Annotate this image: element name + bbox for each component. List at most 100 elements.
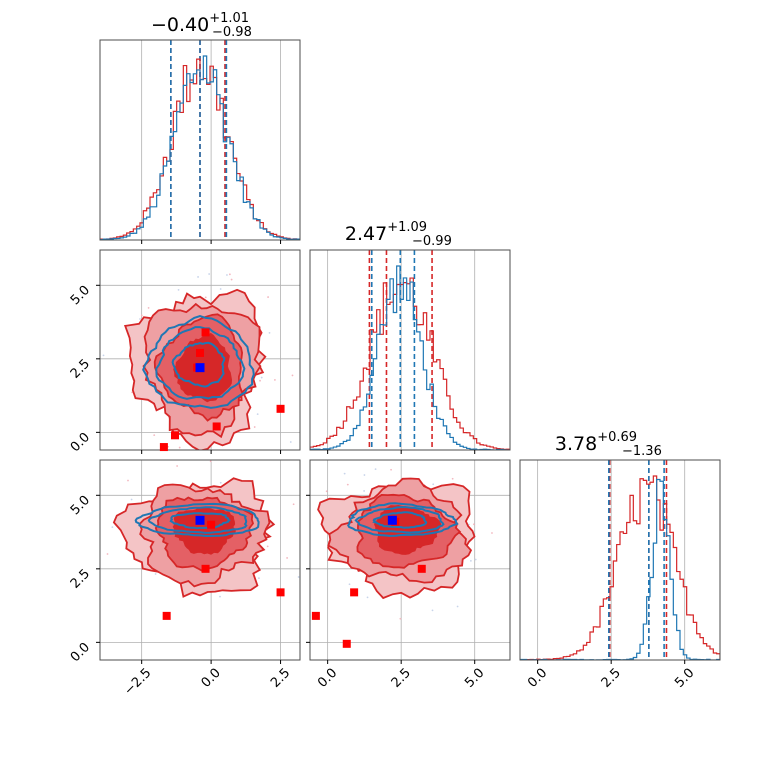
contour-group: [102, 273, 294, 450]
title-param-1-minus: −0.98: [212, 25, 252, 40]
sample-point: [474, 558, 477, 561]
panel-frame: [309, 249, 511, 451]
title-param-3-minus: −1.36: [622, 444, 662, 459]
sample-point: [267, 296, 269, 298]
x-tick-label: 0.0: [315, 666, 340, 691]
sample-point: [209, 460, 212, 463]
contour-blue-level: [134, 502, 260, 538]
sample-point: [230, 278, 233, 281]
x-tick-label: 2.5: [389, 666, 414, 691]
y-tick-label: 2.5: [68, 566, 93, 591]
sample-point: [256, 413, 259, 416]
panel-frame: [99, 459, 301, 661]
sample-point: [469, 559, 472, 562]
contour-blue-level: [147, 506, 248, 534]
y-tick-label: 0.0: [68, 640, 93, 665]
sample-point: [147, 307, 150, 309]
sample-point: [153, 434, 156, 436]
contour-blue-level: [142, 315, 255, 409]
sample-point: [291, 374, 294, 377]
sample-point: [219, 481, 222, 484]
sample-point: [178, 446, 181, 449]
sample-point: [219, 288, 222, 290]
panel-frame: [309, 459, 511, 661]
marker-blue: [195, 363, 205, 373]
x-tick-label: −2.5: [121, 666, 154, 699]
marker-red: [201, 564, 210, 573]
sample-point: [473, 523, 475, 526]
sample-point: [268, 331, 271, 334]
sample-point: [260, 376, 263, 379]
sample-point: [297, 576, 300, 578]
sample-point: [208, 273, 211, 275]
histogram-red-param-3: [520, 475, 720, 660]
marker-red: [196, 348, 204, 357]
histogram-blue-param-1: [100, 55, 300, 240]
sample-point: [292, 503, 295, 506]
sample-point: [253, 426, 256, 428]
sample-point: [130, 498, 133, 501]
title-param-2: 2.47+1.09: [345, 220, 427, 245]
histogram-red-param-2: [310, 277, 510, 450]
sample-point: [286, 557, 288, 559]
marker-blue: [387, 515, 397, 525]
marker-blue: [195, 515, 205, 525]
sample-point: [127, 479, 129, 482]
y-tick-label: 5.0: [68, 283, 93, 308]
sample-point: [363, 490, 365, 492]
sample-point: [289, 441, 292, 443]
sample-point: [374, 468, 377, 470]
x-tick-label: 2.5: [268, 666, 293, 691]
sample-point: [491, 532, 493, 534]
contour-blue-level: [347, 502, 459, 537]
marker-red: [276, 588, 285, 597]
marker-red: [350, 588, 359, 597]
sample-point: [346, 483, 349, 486]
sample-point: [154, 573, 157, 575]
sample-point: [226, 274, 228, 276]
sample-point: [366, 596, 369, 599]
sample-point: [266, 545, 269, 548]
x-tick-label: 0.0: [199, 666, 224, 691]
sample-point: [363, 474, 366, 476]
marker-red: [417, 564, 426, 573]
y-tick-label: 2.5: [68, 356, 93, 381]
x-tick-label: 5.0: [672, 666, 697, 691]
sample-point: [456, 605, 459, 608]
sample-point: [140, 314, 143, 317]
contour-blue-level: [372, 511, 428, 529]
contour-group: [106, 460, 300, 598]
histogram-blue-param-2: [310, 265, 510, 450]
marker-red: [311, 611, 320, 620]
sample-point: [431, 609, 434, 612]
panel-frame: [519, 459, 721, 661]
sample-point: [348, 583, 351, 586]
y-tick-label: 0.0: [68, 430, 93, 455]
marker-red: [201, 328, 210, 337]
sample-point: [399, 617, 402, 620]
sample-point: [451, 477, 454, 480]
sample-point: [111, 526, 114, 529]
title-param-3: 3.78+0.69: [555, 430, 637, 455]
sample-point: [432, 483, 435, 486]
marker-red: [171, 431, 179, 440]
sample-point: [176, 465, 179, 467]
marker-red: [207, 520, 216, 529]
sample-point: [106, 553, 109, 555]
contour-group: [317, 468, 493, 620]
sample-point: [259, 379, 261, 382]
marker-red: [276, 404, 285, 413]
sample-point: [219, 595, 221, 598]
sample-point: [197, 276, 199, 278]
sample-point: [390, 468, 392, 471]
sample-point: [258, 577, 260, 580]
marker-red: [212, 422, 221, 431]
sample-point: [177, 288, 180, 291]
x-tick-label: 0.0: [525, 666, 550, 691]
title-param-2-minus: −0.99: [412, 234, 452, 249]
sample-point: [343, 472, 346, 475]
marker-red: [342, 639, 351, 648]
marker-red: [159, 443, 168, 452]
histogram-blue-param-3: [520, 478, 720, 660]
